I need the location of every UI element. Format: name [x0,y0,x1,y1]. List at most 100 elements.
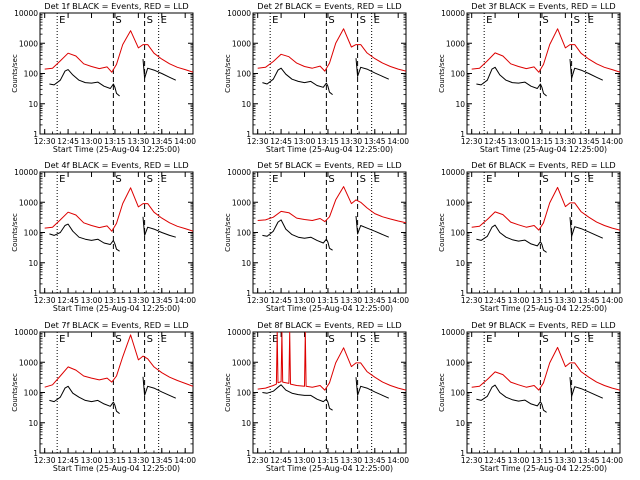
y-tick-label: 100 [237,389,252,398]
x-tick-label: 13:45 [364,137,386,146]
lld-curve [257,186,406,224]
y-tick-label: 10 [455,259,465,268]
x-tick-label: 13:45 [151,296,173,305]
events-curve [476,66,547,97]
y-tick-label: 10000 [227,168,251,177]
panel-5: Det 5f BLACK = Events, RED = LLD 1 10 100 10… [224,160,409,313]
marker-label: S [574,15,580,26]
y-tick-label: 10000 [227,328,251,337]
x-tick-label: 13:00 [508,137,530,146]
x-tick-label: 13:45 [578,296,600,305]
x-tick-label: 13:45 [151,137,173,146]
y-tick-label: 100 [237,229,252,238]
lld-curve [44,30,193,73]
lld-curve [471,28,620,73]
panel-data [471,186,620,253]
x-tick-label: 12:30 [247,456,269,465]
lld-curve [44,334,193,388]
marker-label: E [588,15,594,26]
plot-frame [39,171,194,294]
marker-label: S [542,174,548,185]
y-tick-label: 10000 [441,9,465,18]
y-tick-label: 1000 [446,358,465,367]
panel-title: Det 8f BLACK = Events, RED = LLD [257,320,401,330]
events-curve [142,376,177,399]
y-tick-label: 100 [24,229,39,238]
plot-frame [39,12,194,135]
x-tick-label: 13:45 [364,456,386,465]
y-tick-label: 100 [451,70,466,79]
x-tick-label: 12:45 [484,137,506,146]
panel-6: Det 6f BLACK = Events, RED = LLD 1 10 100 10… [438,160,623,313]
x-tick-label: 13:45 [578,456,600,465]
events-curve [569,217,604,239]
y-tick-label: 10000 [227,9,251,18]
x-tick-label: 13:00 [294,296,316,305]
x-tick-label: 13:45 [578,137,600,146]
x-tick-label: 13:15 [531,137,553,146]
marker-label: S [360,15,366,26]
marker-label: E [486,15,492,26]
y-axis-label: Counts/sec [224,373,232,412]
x-axis-label: Start Time (25-Aug-04 12:25:00) [480,464,607,473]
marker-label: E [272,174,278,185]
x-tick-label: 12:30 [34,137,56,146]
lld-curve [44,187,193,232]
x-axis-label: Start Time (25-Aug-04 12:25:00) [266,304,393,313]
y-tick-label: 10 [241,100,251,109]
panel-4: Det 4f BLACK = Events, RED = LLD 1 10 100 10… [11,160,196,313]
events-curve [355,215,389,238]
marker-label: E [374,15,380,26]
x-tick-label: 14:00 [174,456,196,465]
panel-data [257,332,406,411]
marker-label: S [115,334,121,345]
y-tick-label: 100 [24,389,39,398]
y-tick-label: 1000 [232,358,251,367]
x-tick-label: 13:00 [294,137,316,146]
y-tick-label: 100 [451,389,466,398]
x-tick-label: 13:15 [317,296,339,305]
x-tick-label: 14:00 [387,137,409,146]
x-tick-label: 12:30 [34,296,56,305]
events-curve [355,377,390,399]
x-tick-label: 13:30 [128,137,150,146]
events-curve [262,67,333,95]
x-tick-label: 13:30 [555,296,577,305]
y-tick-label: 10 [28,100,38,109]
y-axis-label: Counts/sec [11,54,19,93]
plot-frame [252,331,407,454]
panel-title: Det 3f BLACK = Events, RED = LLD [471,1,615,11]
x-tick-label: 13:30 [341,456,363,465]
x-tick-label: 13:45 [364,296,386,305]
events-curve [569,377,604,399]
events-curve [49,385,120,414]
x-tick-label: 13:15 [104,456,126,465]
y-tick-label: 10 [455,419,465,428]
lld-curve [471,186,620,231]
y-axis-label: Counts/sec [224,213,232,252]
x-tick-label: 13:15 [531,296,553,305]
marker-label: S [360,334,366,345]
marker-label: S [542,334,548,345]
lld-curve [257,332,406,391]
panel-title: Det 9f BLACK = Events, RED = LLD [471,320,615,330]
events-curve [49,223,120,252]
y-tick-label: 1000 [19,39,38,48]
marker-label: S [147,174,153,185]
panel-data [257,28,406,95]
x-tick-label: 13:45 [151,456,173,465]
plot-frame [466,331,621,454]
x-tick-label: 13:00 [81,137,103,146]
y-tick-label: 10 [28,419,38,428]
marker-label: E [161,334,167,345]
y-tick-label: 10000 [441,168,465,177]
x-tick-label: 12:45 [270,296,292,305]
x-tick-label: 13:00 [508,296,530,305]
lld-curve [257,28,406,72]
panel-9: Det 9f BLACK = Events, RED = LLD 1 10 100 10… [438,320,623,473]
x-tick-label: 12:30 [247,137,269,146]
panel-data [471,28,620,97]
y-tick-label: 1000 [232,39,251,48]
y-tick-label: 10000 [441,328,465,337]
x-tick-label: 12:45 [57,137,79,146]
